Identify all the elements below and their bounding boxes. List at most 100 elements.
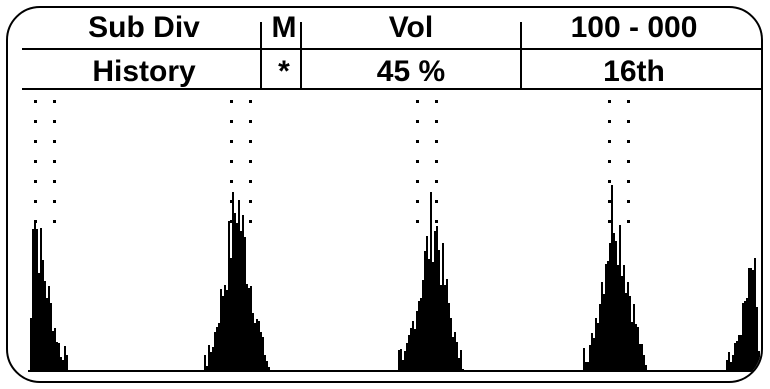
marker-dot: [249, 220, 252, 223]
waveform-bar: [637, 327, 639, 371]
waveform-bar: [46, 298, 48, 371]
waveform-bar: [639, 344, 641, 371]
waveform-bar: [212, 347, 214, 371]
waveform-bar: [398, 350, 400, 371]
vol-value: 45 %: [376, 55, 446, 88]
marker-dot: [53, 120, 56, 123]
marker-dot: [627, 200, 630, 203]
marker-dot: [435, 180, 438, 183]
marker-dot: [249, 140, 252, 143]
waveform-bar: [216, 327, 218, 371]
waveform-bar: [222, 296, 224, 371]
waveform-bar: [432, 262, 434, 371]
waveform-bar: [758, 351, 760, 371]
lcd-screen: Sub Div M Vol 100 - 000 History * 45 % 1…: [6, 6, 763, 383]
waveform-bar: [228, 221, 230, 371]
marker-dot: [249, 120, 252, 123]
marker-dot: [416, 140, 419, 143]
sub-div-label: Sub Div: [88, 11, 200, 44]
waveform-bar: [48, 286, 50, 371]
marker-dot: [608, 180, 611, 183]
waveform-bar: [631, 322, 633, 371]
waveform-bar: [250, 286, 252, 371]
marker-dot: [230, 220, 233, 223]
waveform-bar: [38, 273, 40, 371]
marker-dot: [53, 200, 56, 203]
waveform-bar: [256, 319, 258, 371]
waveform-bar: [428, 259, 430, 371]
waveform-bar: [726, 360, 728, 371]
values-divider: [22, 88, 761, 90]
waveform-bar: [32, 229, 34, 371]
marker-dot: [34, 160, 37, 163]
waveform-bar: [244, 237, 246, 371]
waveform-bar: [446, 279, 448, 371]
waveform-bar: [42, 260, 44, 371]
marker-dot: [34, 100, 37, 103]
waveform-bar: [458, 358, 460, 371]
waveform-bar: [603, 294, 605, 371]
marker-dot: [53, 220, 56, 223]
waveform-bar: [50, 303, 52, 371]
waveform-bar: [262, 337, 264, 371]
marker-dot: [416, 220, 419, 223]
waveform-bar: [583, 348, 585, 371]
waveform-bar: [44, 281, 46, 371]
waveform-bar: [412, 321, 414, 371]
column-divider: [300, 22, 302, 90]
waveform-bar: [62, 360, 64, 371]
waveform-bar: [404, 351, 406, 371]
waveform-bar: [424, 251, 426, 371]
waveform-bar: [633, 304, 635, 371]
range-label: 100 - 000: [570, 11, 698, 44]
marker-dot: [34, 120, 37, 123]
waveform-bar: [224, 285, 226, 371]
waveform-bar: [617, 265, 619, 371]
waveform-bar: [416, 311, 418, 371]
waveform-bar: [226, 290, 228, 371]
waveform-bar: [635, 324, 637, 371]
waveform-bar: [30, 318, 32, 371]
waveform-bar: [258, 321, 260, 371]
waveform-bar: [242, 215, 244, 371]
waveform-bar: [728, 352, 730, 371]
waveform-bar: [208, 345, 210, 371]
waveform-bar: [438, 250, 440, 371]
marker-dot: [230, 180, 233, 183]
waveform-bar: [454, 332, 456, 371]
waveform-bar: [730, 362, 732, 371]
m-value: *: [278, 55, 290, 88]
waveform-bar: [400, 349, 402, 371]
waveform-bar: [230, 258, 232, 371]
waveform-bar: [436, 226, 438, 371]
waveform-bar: [410, 328, 412, 371]
waveform-bar: [601, 282, 603, 371]
waveform-bar: [734, 343, 736, 371]
marker-dot: [249, 180, 252, 183]
waveform-bar: [607, 261, 609, 371]
waveform-bar: [254, 323, 256, 371]
marker-dot: [435, 120, 438, 123]
column-divider: [260, 22, 262, 90]
range-value: 16th: [603, 55, 665, 88]
waveform-bar: [420, 298, 422, 371]
waveform-bar: [746, 298, 748, 371]
waveform-bar: [434, 231, 436, 371]
waveform-bar: [414, 329, 416, 371]
marker-dot: [34, 200, 37, 203]
waveform-bar: [266, 361, 268, 371]
waveform-bar: [236, 223, 238, 371]
marker-dot: [230, 200, 233, 203]
marker-dot: [416, 180, 419, 183]
waveform-bar: [756, 307, 758, 371]
waveform-bar: [422, 280, 424, 371]
waveform-bar: [613, 233, 615, 371]
marker-dot: [230, 140, 233, 143]
waveform-bar: [736, 341, 738, 371]
waveform-bar: [66, 355, 68, 371]
history-waveform: [28, 100, 760, 372]
waveform-bar: [621, 276, 623, 371]
waveform-bar: [406, 343, 408, 371]
header-divider: [22, 48, 761, 50]
waveform-bar: [418, 301, 420, 371]
